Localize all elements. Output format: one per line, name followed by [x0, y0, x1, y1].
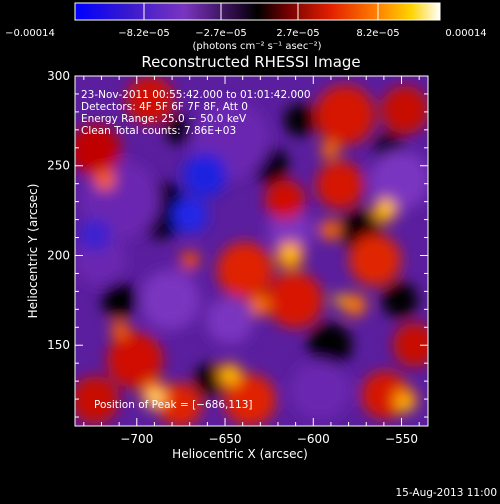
y-tick-label: 250: [47, 159, 70, 173]
annotation-time-range: 23-Nov-2011 00:55:42.000 to 01:01:42.000: [81, 89, 311, 101]
colorbar: −0.00014 −8.2e−05 −2.7e−05 2.7e−05 8.2e−…: [5, 2, 487, 52]
y-tick-labels: 150 200 250 300: [47, 69, 70, 352]
date-stamp: 15-Aug-2013 11:00: [395, 487, 497, 499]
annotation-clean-counts: Clean Total counts: 7.86E+03: [81, 125, 236, 137]
colorbar-tick-label: −2.7e−05: [195, 28, 247, 39]
plot-title: Reconstructed RHESSI Image: [141, 53, 360, 71]
colorbar-tick-label: 8.2e−05: [356, 28, 399, 39]
x-tick-label: −550: [385, 432, 418, 446]
annotation-detectors: Detectors: 4F 5F 6F 7F 8F, Att 0: [81, 101, 248, 113]
x-axis-title: Heliocentric X (arcsec): [172, 447, 308, 461]
colorbar-tick-label: 0.00014: [445, 28, 486, 39]
axis-ticks: [75, 75, 428, 426]
heatmap-image: [75, 76, 428, 426]
x-tick-label: −650: [209, 432, 242, 446]
y-tick-label: 150: [47, 338, 70, 352]
peak-position-annotation: Position of Peak = [−686,113]: [94, 399, 253, 411]
colorbar-gradient: [74, 2, 441, 21]
colorbar-tick-label: −8.2e−05: [118, 28, 170, 39]
info-annotation: 23-Nov-2011 00:55:42.000 to 01:01:42.000…: [81, 89, 311, 137]
colorbar-tick-label: 2.7e−05: [276, 28, 319, 39]
colorbar-unit-label: (photons cm⁻² s⁻¹ asec⁻²): [192, 41, 321, 52]
x-tick-label: −600: [297, 432, 330, 446]
x-tick-labels: −700 −650 −600 −550: [120, 432, 418, 446]
y-tick-label: 300: [47, 69, 70, 83]
plot-frame: [74, 75, 429, 427]
colorbar-ticks: [143, 3, 379, 20]
annotation-energy-range: Energy Range: 25.0 − 50.0 keV: [81, 113, 247, 125]
y-axis-title: Heliocentric Y (arcsec): [26, 184, 40, 319]
colorbar-tick-label: −0.00014: [5, 28, 55, 39]
x-tick-label: −700: [120, 432, 153, 446]
y-tick-label: 200: [47, 248, 70, 262]
